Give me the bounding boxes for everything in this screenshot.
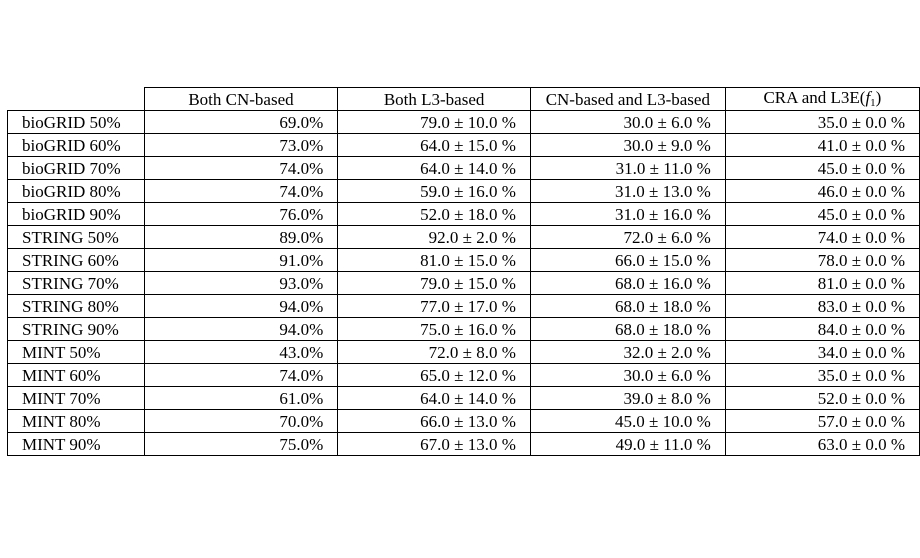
row-label: STRING 80% [7, 294, 145, 318]
table-cell: 79.0 ± 15.0 % [337, 271, 531, 295]
table-cell: 69.0% [143, 110, 339, 134]
row-label: STRING 70% [7, 271, 145, 295]
table-cell: 84.0 ± 0.0 % [724, 317, 920, 341]
table-cell: 94.0% [143, 317, 339, 341]
table-row: STRING 80% 94.0% 77.0 ± 17.0 % 68.0 ± 18.0 … [7, 294, 920, 318]
table-cell: 45.0 ± 0.0 % [724, 156, 920, 180]
table-row: STRING 90% 94.0% 75.0 ± 16.0 % 68.0 ± 18.0 … [7, 317, 920, 341]
table-cell: 32.0 ± 2.0 % [529, 340, 726, 364]
table-cell: 76.0% [143, 202, 339, 226]
table-cell: 31.0 ± 16.0 % [529, 202, 726, 226]
table-cell: 68.0 ± 18.0 % [529, 294, 726, 318]
column-header: CN-based and L3-based [529, 87, 726, 111]
column-header: Both CN-based [143, 87, 339, 111]
table-cell: 30.0 ± 6.0 % [529, 110, 726, 134]
table-row: MINT 50% 43.0% 72.0 ± 8.0 % 32.0 ± 2.0 % 34.… [7, 340, 920, 364]
table-cell: 70.0% [143, 409, 339, 433]
row-label: STRING 90% [7, 317, 145, 341]
table-cell: 81.0 ± 0.0 % [724, 271, 920, 295]
table-cell: 66.0 ± 13.0 % [337, 409, 531, 433]
table-row: bioGRID 50% 69.0% 79.0 ± 10.0 % 30.0 ± 6.0 … [7, 110, 920, 134]
row-label: MINT 80% [7, 409, 145, 433]
table-cell: 63.0 ± 0.0 % [724, 432, 920, 456]
table-cell: 73.0% [143, 133, 339, 157]
table-row: MINT 70% 61.0% 64.0 ± 14.0 % 39.0 ± 8.0 % 52… [7, 386, 920, 410]
table-cell: 91.0% [143, 248, 339, 272]
table-cell: 31.0 ± 13.0 % [529, 179, 726, 203]
table-cell: 77.0 ± 17.0 % [337, 294, 531, 318]
table-cell: 64.0 ± 15.0 % [337, 133, 531, 157]
table-cell: 93.0% [143, 271, 339, 295]
table-row: MINT 60% 74.0% 65.0 ± 12.0 % 30.0 ± 6.0 % 35… [7, 363, 920, 387]
table-cell: 46.0 ± 0.0 % [724, 179, 920, 203]
row-label: bioGRID 70% [7, 156, 145, 180]
table-row: bioGRID 90% 76.0% 52.0 ± 18.0 % 31.0 ± 16.0… [7, 202, 920, 226]
table-cell: 64.0 ± 14.0 % [337, 156, 531, 180]
table-body: bioGRID 50% 69.0% 79.0 ± 10.0 % 30.0 ± 6.0 … [7, 110, 920, 456]
row-label: STRING 60% [7, 248, 145, 272]
row-label: MINT 60% [7, 363, 145, 387]
table-cell: 30.0 ± 9.0 % [529, 133, 726, 157]
table-cell: 65.0 ± 12.0 % [337, 363, 531, 387]
table-cell: 68.0 ± 16.0 % [529, 271, 726, 295]
table-cell: 68.0 ± 18.0 % [529, 317, 726, 341]
table-cell: 74.0% [143, 156, 339, 180]
table-cell: 30.0 ± 6.0 % [529, 363, 726, 387]
table-cell: 81.0 ± 15.0 % [337, 248, 531, 272]
row-label: STRING 50% [7, 225, 145, 249]
table-cell: 72.0 ± 6.0 % [529, 225, 726, 249]
table-cell: 45.0 ± 0.0 % [724, 202, 920, 226]
table-cell: 89.0% [143, 225, 339, 249]
table-cell: 74.0% [143, 363, 339, 387]
table-cell: 92.0 ± 2.0 % [337, 225, 531, 249]
table-cell: 72.0 ± 8.0 % [337, 340, 531, 364]
column-header-cra-l3e: CRA and L3E(f1) [724, 87, 920, 111]
table-cell: 34.0 ± 0.0 % [724, 340, 920, 364]
table-cell: 83.0 ± 0.0 % [724, 294, 920, 318]
table-cell: 74.0% [143, 179, 339, 203]
table-row: bioGRID 70% 74.0% 64.0 ± 14.0 % 31.0 ± 11.0… [7, 156, 920, 180]
table-row: STRING 50% 89.0% 92.0 ± 2.0 % 72.0 ± 6.0 % 7… [7, 225, 920, 249]
table-row: bioGRID 80% 74.0% 59.0 ± 16.0 % 31.0 ± 13.0… [7, 179, 920, 203]
row-label: bioGRID 50% [7, 110, 145, 134]
table-cell: 66.0 ± 15.0 % [529, 248, 726, 272]
table-cell: 35.0 ± 0.0 % [724, 110, 920, 134]
table-cell: 59.0 ± 16.0 % [337, 179, 531, 203]
table-row: bioGRID 60% 73.0% 64.0 ± 15.0 % 30.0 ± 9.0 … [7, 133, 920, 157]
header-row: Both CN-based Both L3-based CN-based and… [7, 87, 920, 111]
table-row: STRING 70% 93.0% 79.0 ± 15.0 % 68.0 ± 16.0 … [7, 271, 920, 295]
row-label: MINT 50% [7, 340, 145, 364]
row-label: MINT 70% [7, 386, 145, 410]
row-label: bioGRID 80% [7, 179, 145, 203]
table-cell: 31.0 ± 11.0 % [529, 156, 726, 180]
table-row: MINT 80% 70.0% 66.0 ± 13.0 % 45.0 ± 10.0 % 5… [7, 409, 920, 433]
row-label: bioGRID 60% [7, 133, 145, 157]
table-cell: 45.0 ± 10.0 % [529, 409, 726, 433]
table-cell: 39.0 ± 8.0 % [529, 386, 726, 410]
table-cell: 57.0 ± 0.0 % [724, 409, 920, 433]
table-cell: 35.0 ± 0.0 % [724, 363, 920, 387]
results-table: Both CN-based Both L3-based CN-based and… [7, 87, 920, 456]
column-header: Both L3-based [337, 87, 531, 111]
row-label: MINT 90% [7, 432, 145, 456]
table-cell: 49.0 ± 11.0 % [529, 432, 726, 456]
table-cell: 94.0% [143, 294, 339, 318]
row-label: bioGRID 90% [7, 202, 145, 226]
table-cell: 43.0% [143, 340, 339, 364]
table-cell: 75.0 ± 16.0 % [337, 317, 531, 341]
corner-cell [7, 87, 145, 111]
table-row: MINT 90% 75.0% 67.0 ± 13.0 % 49.0 ± 11.0 % 6… [7, 432, 920, 456]
table-cell: 61.0% [143, 386, 339, 410]
table-cell: 79.0 ± 10.0 % [337, 110, 531, 134]
table-cell: 74.0 ± 0.0 % [724, 225, 920, 249]
table-cell: 75.0% [143, 432, 339, 456]
table-cell: 78.0 ± 0.0 % [724, 248, 920, 272]
table-cell: 67.0 ± 13.0 % [337, 432, 531, 456]
table-cell: 41.0 ± 0.0 % [724, 133, 920, 157]
table-cell: 52.0 ± 18.0 % [337, 202, 531, 226]
table-cell: 64.0 ± 14.0 % [337, 386, 531, 410]
table-row: STRING 60% 91.0% 81.0 ± 15.0 % 66.0 ± 15.0 … [7, 248, 920, 272]
table-cell: 52.0 ± 0.0 % [724, 386, 920, 410]
